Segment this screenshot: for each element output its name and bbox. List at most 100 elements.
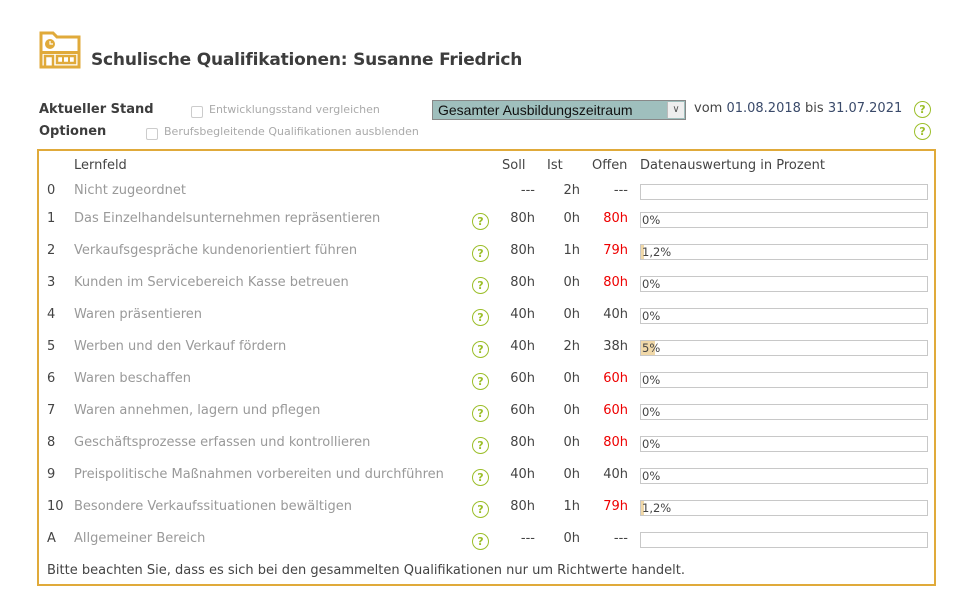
progress-bar: 0% (640, 404, 928, 420)
progress-fill (641, 341, 656, 355)
progress-fill (641, 245, 645, 259)
progress-bar: 0% (640, 308, 928, 324)
row-ist: 0h (563, 467, 580, 482)
row-name: Waren annehmen, lagern und pflegen (74, 403, 321, 418)
row-soll: 80h (510, 499, 535, 514)
table-row: 1 Das Einzelhandelsunternehmen repräsenti… (0, 211, 972, 231)
progress-bar: 1,2% (640, 244, 928, 260)
row-name: Besondere Verkaufssituationen bewältigen (74, 499, 353, 514)
row-offen: 80h (603, 275, 628, 290)
period-to: 31.07.2021 (827, 101, 903, 116)
period-range: vom 01.08.2018 bis 31.07.2021 (694, 101, 902, 116)
progress-bar (640, 532, 928, 548)
column-header-auswertung: Datenauswertung in Prozent (640, 158, 825, 173)
row-name: Nicht zugeordnet (74, 183, 186, 198)
row-offen: 79h (603, 243, 628, 258)
progress-label: 1,2% (642, 501, 672, 515)
row-soll: 80h (510, 435, 535, 450)
row-soll: 40h (510, 339, 535, 354)
help-icon[interactable]: ? (472, 277, 489, 294)
help-icon[interactable]: ? (914, 123, 931, 140)
help-icon[interactable]: ? (472, 373, 489, 390)
row-ist: 0h (563, 531, 580, 546)
compare-checkbox[interactable] (191, 106, 203, 118)
row-ist: 1h (563, 499, 580, 514)
row-offen: 40h (603, 307, 628, 322)
row-number: 10 (47, 499, 64, 514)
row-number: 1 (47, 211, 56, 226)
row-soll: 40h (510, 467, 535, 482)
row-ist: 2h (563, 183, 580, 198)
table-row: 10 Besondere Verkaufssituationen bewältig… (0, 499, 972, 519)
to-prefix: bis (805, 101, 824, 116)
row-ist: 0h (563, 435, 580, 450)
row-number: 4 (47, 307, 56, 322)
row-name: Geschäftsprozesse erfassen und kontrolli… (74, 435, 371, 450)
row-number: 0 (47, 183, 56, 198)
progress-label: 0% (642, 213, 661, 227)
row-ist: 0h (563, 371, 580, 386)
period-select[interactable]: Gesamter Ausbildungszeitraum ∨ (432, 100, 686, 120)
from-prefix: vom (694, 101, 723, 116)
help-icon[interactable]: ? (472, 533, 489, 550)
row-number: A (47, 531, 56, 546)
column-header-offen: Offen (592, 158, 628, 173)
help-icon[interactable]: ? (914, 101, 931, 118)
help-icon[interactable]: ? (472, 469, 489, 486)
row-soll: --- (520, 183, 535, 198)
row-offen: --- (613, 531, 628, 546)
chevron-down-icon[interactable]: ∨ (667, 102, 684, 118)
row-soll: --- (520, 531, 535, 546)
school-building-icon (39, 31, 83, 71)
row-soll: 80h (510, 243, 535, 258)
row-number: 2 (47, 243, 56, 258)
hide-qualifications-checkbox[interactable] (146, 128, 158, 140)
progress-bar: 0% (640, 276, 928, 292)
progress-bar: 0% (640, 212, 928, 228)
row-number: 8 (47, 435, 56, 450)
compare-checkbox-label: Entwicklungsstand vergleichen (209, 103, 380, 116)
options-label: Optionen (39, 124, 107, 139)
row-ist: 0h (563, 403, 580, 418)
row-offen: 60h (603, 371, 628, 386)
help-icon[interactable]: ? (472, 341, 489, 358)
help-icon[interactable]: ? (472, 501, 489, 518)
column-header-ist: Ist (547, 158, 563, 173)
help-icon[interactable]: ? (472, 405, 489, 422)
progress-bar: 0% (640, 436, 928, 452)
row-number: 3 (47, 275, 56, 290)
row-name: Das Einzelhandelsunternehmen repräsentie… (74, 211, 381, 226)
column-header-soll: Soll (502, 158, 526, 173)
progress-bar (640, 184, 928, 200)
row-offen: 40h (603, 467, 628, 482)
progress-label: 0% (642, 277, 661, 291)
row-number: 9 (47, 467, 56, 482)
progress-label: 0% (642, 405, 661, 419)
row-offen: --- (613, 183, 628, 198)
row-soll: 80h (510, 211, 535, 226)
table-row: 7 Waren annehmen, lagern und pflegen? 60h 0… (0, 403, 972, 423)
hide-qualifications-label: Berufsbegleitende Qualifikationen ausble… (164, 125, 419, 138)
progress-label: 5% (642, 341, 661, 355)
row-offen: 80h (603, 435, 628, 450)
table-row: 5 Werben und den Verkauf fördern? 40h 2h 38h… (0, 339, 972, 359)
help-icon[interactable]: ? (472, 437, 489, 454)
row-offen: 60h (603, 403, 628, 418)
row-offen: 38h (603, 339, 628, 354)
table-row: 2 Verkaufsgespräche kundenorientiert führ… (0, 243, 972, 263)
help-icon[interactable]: ? (472, 309, 489, 326)
column-header-lernfeld: Lernfeld (74, 158, 127, 173)
progress-label: 0% (642, 469, 661, 483)
page-title: Schulische Qualifikationen: Susanne Frie… (91, 50, 523, 70)
row-number: 6 (47, 371, 56, 386)
table-row: 0 Nicht zugeordnet --- 2h --- (0, 183, 972, 203)
disclaimer-note: Bitte beachten Sie, dass es sich bei den… (47, 563, 686, 578)
row-soll: 60h (510, 371, 535, 386)
row-name: Werben und den Verkauf fördern (74, 339, 287, 354)
help-icon[interactable]: ? (472, 213, 489, 230)
row-ist: 0h (563, 211, 580, 226)
row-offen: 80h (603, 211, 628, 226)
row-soll: 60h (510, 403, 535, 418)
progress-label: 1,2% (642, 245, 672, 259)
help-icon[interactable]: ? (472, 245, 489, 262)
